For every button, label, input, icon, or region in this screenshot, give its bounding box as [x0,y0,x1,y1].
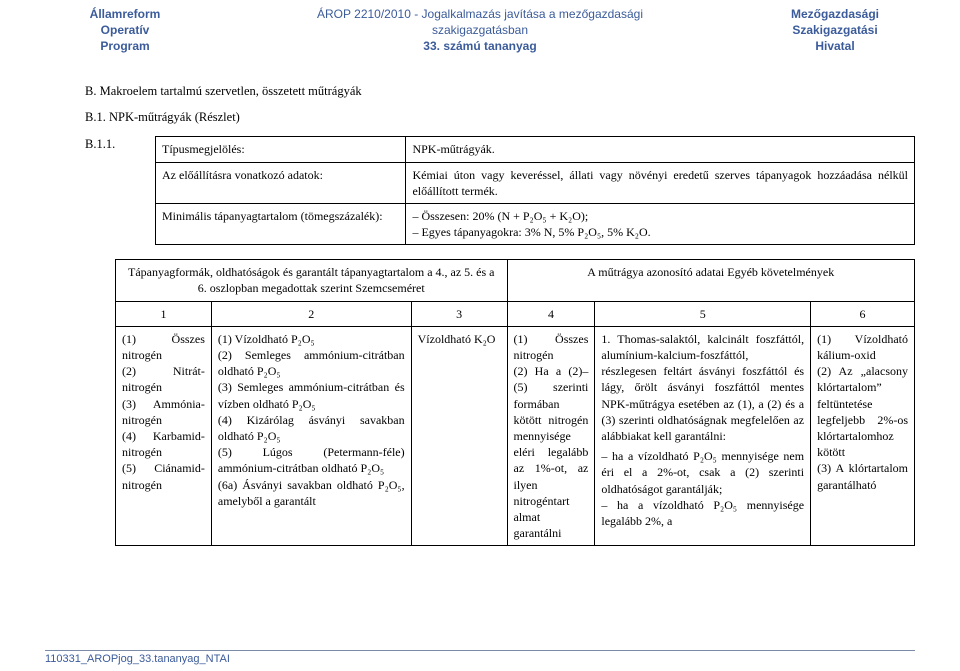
tbl2-n5: 5 [595,301,811,326]
hdr-right-1: Mezőgazdasági [755,6,915,22]
page-body: B. Makroelem tartalmú szervetlen, összet… [45,55,915,547]
section-b1: B.1. NPK-műtrágyák (Részlet) [85,109,915,126]
page-header: Államreform Operatív Program ÁROP 2210/2… [45,0,915,55]
tbl1-r3c1: Minimális tápanyagtartalom (tömegszázalé… [156,203,406,244]
hdr-left-1: Államreform [45,6,205,22]
tbl2-c5: 1. Thomas-salaktól, kalcinált foszfáttól… [595,326,811,545]
tbl2-c6: (1) Vízoldható kálium-oxid (2) Az „alacs… [811,326,915,545]
header-mid: ÁROP 2210/2010 - Jogalkalmazás javítása … [205,6,755,55]
tbl1-r3c2b: – Egyes tápanyagokra: 3% N, 5% P₂O₅, 5% … [412,224,908,240]
tbl2-h1: Tápanyagformák, oldhatóságok és garantál… [116,260,508,301]
hdr-right-3: Hivatal [755,38,915,54]
definition-table: Típusmegjelölés: NPK-műtrágyák. Az előál… [155,136,915,245]
tbl1-r2c2: Kémiai úton vagy keveréssel, állati vagy… [406,162,915,203]
tbl2-n3: 3 [411,301,507,326]
tbl1-r3c2: – Összesen: 20% (N + P₂O₅ + K₂O); – Egye… [406,203,915,244]
header-left: Államreform Operatív Program [45,6,205,55]
hdr-left-3: Program [45,38,205,54]
nutrient-table: Tápanyagformák, oldhatóságok és garantál… [115,259,915,546]
page-footer: 110331_AROPjog_33.tananyag_NTAI [45,650,915,667]
hdr-mid-3: 33. számú tananyag [205,38,755,54]
tbl2-n6: 6 [811,301,915,326]
section-b11: B.1.1. [45,136,155,153]
tbl2-c5c: – ha a vízoldható P₂O₅ mennyisége legalá… [601,497,804,529]
tbl2-c5a: 1. Thomas-salaktól, kalcinált foszfáttól… [601,331,804,444]
tbl1-r2c1: Az előállításra vonatkozó adatok: [156,162,406,203]
tbl1-r1c1: Típusmegjelölés: [156,137,406,162]
hdr-left-2: Operatív [45,22,205,38]
tbl2-c1: (1) Összes nitrogén (2) Nitrát-nitrogén … [116,326,212,545]
hdr-mid-2: szakigazgatásban [205,22,755,38]
tbl2-n2: 2 [211,301,411,326]
section-b: B. Makroelem tartalmú szervetlen, összet… [85,83,915,100]
tbl2-n1: 1 [116,301,212,326]
tbl2-c2: (1) Vízoldható P₂O₅ (2) Semleges ammóniu… [211,326,411,545]
hdr-mid-1: ÁROP 2210/2010 - Jogalkalmazás javítása … [205,6,755,22]
tbl2-h2: A műtrágya azonosító adatai Egyéb követe… [507,260,915,301]
tbl2-c5b: – ha a vízoldható P₂O₅ mennyisége nem ér… [601,448,804,497]
tbl2-c4: (1) Összes nitrogén (2) Ha a (2)–(5) sze… [507,326,595,545]
header-right: Mezőgazdasági Szakigazgatási Hivatal [755,6,915,55]
tbl2-n4: 4 [507,301,595,326]
tbl2-c3: Vízoldható K₂O [411,326,507,545]
tbl1-r1c2: NPK-műtrágyák. [406,137,915,162]
tbl1-r3c2a: – Összesen: 20% (N + P₂O₅ + K₂O); [412,208,908,224]
hdr-right-2: Szakigazgatási [755,22,915,38]
